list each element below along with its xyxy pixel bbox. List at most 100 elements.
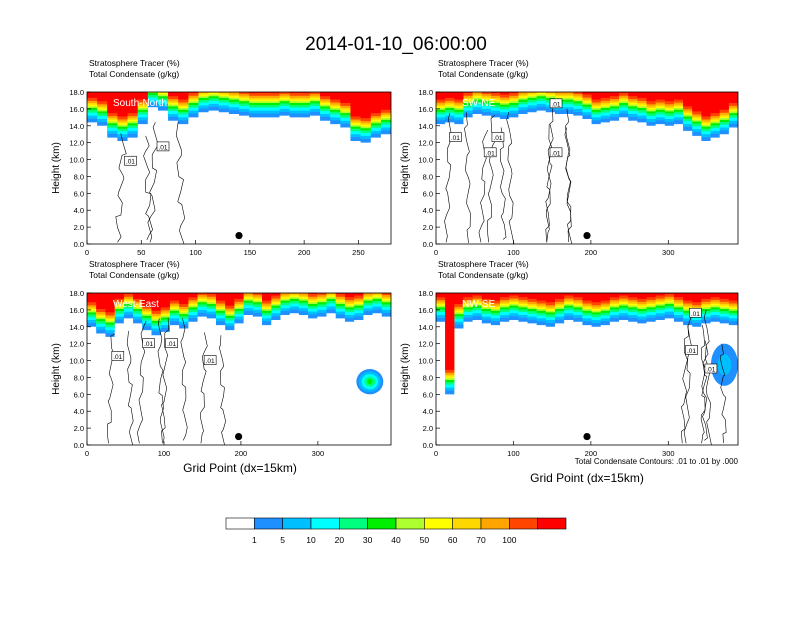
colorbar-bin: [254, 517, 283, 530]
colorbar-bin: [537, 517, 567, 530]
condensate-contour: [200, 332, 208, 444]
colorbar: 1 5 10 20 30 40 50 60 70 100: [225, 517, 567, 545]
x-tick-label: 200: [298, 248, 311, 257]
tracer-band: [87, 92, 391, 131]
y-tick-label: 4.0: [74, 407, 84, 416]
x-tick-label: 200: [235, 449, 248, 458]
colorbar-bin: [310, 517, 340, 530]
y-tick-label: 6.0: [74, 189, 84, 198]
condensate-contour: [564, 127, 573, 244]
condensate-contour: [137, 320, 147, 444]
y-tick-label: 16.0: [418, 306, 433, 315]
y-tick-label: 2.0: [74, 424, 84, 433]
variable-label: Total Condensate (g/kg): [438, 69, 528, 79]
colorbar-bin: [282, 517, 312, 530]
y-tick-label: 12.0: [418, 340, 433, 349]
contour-label-box: [111, 351, 125, 361]
panel-0: .01 .01 Stratosphere Tracer (%)Total Conde…: [51, 58, 392, 257]
colorbar-label: 30: [363, 535, 373, 545]
colorbar-label: 100: [502, 535, 516, 545]
condensate-contour: [700, 340, 709, 444]
condensate-contour: [680, 324, 689, 444]
condensate-contour: [719, 343, 727, 444]
condensate-contour: [175, 121, 186, 244]
x-tick-label: 100: [189, 248, 202, 257]
contour-label-box: [491, 132, 505, 142]
location-marker: [235, 231, 243, 240]
plot-area: .01 .01 .01: [436, 293, 738, 445]
condensate-contour: [143, 135, 153, 241]
condensate-contour: [506, 112, 515, 244]
colorbar-label: 20: [335, 535, 345, 545]
plot-frame: [86, 91, 392, 245]
location-marker: [235, 432, 243, 441]
condensate-contour: [161, 318, 169, 444]
y-tick-label: 16.0: [69, 105, 84, 114]
panel-name: NW-SE: [462, 299, 495, 310]
condensate-contour: [545, 124, 554, 243]
condensate-contour: [545, 108, 554, 243]
condensate-contour: [180, 318, 188, 441]
contour-label-box: [142, 338, 155, 348]
contour-label: .01: [691, 311, 700, 318]
location-marker: [583, 231, 591, 240]
contour-label: .01: [451, 135, 460, 142]
y-tick-label: 6.0: [74, 390, 84, 399]
panel-name: South-North: [113, 98, 167, 109]
variable-label: Stratosphere Tracer (%): [438, 58, 529, 68]
colorbar-bin: [424, 517, 453, 530]
y-tick-label: 8.0: [423, 172, 433, 181]
y-tick-label: 10.0: [418, 156, 433, 165]
y-tick-label: 2.0: [423, 424, 433, 433]
plot-frame: [435, 292, 739, 446]
colorbar-bin: [480, 517, 510, 530]
y-tick-label: 16.0: [69, 306, 84, 315]
x-tick-label: 0: [85, 248, 89, 257]
contour-label: .01: [552, 101, 561, 108]
tracer-band: [436, 293, 738, 373]
y-tick-label: 8.0: [423, 373, 433, 382]
y-tick-label: 0.0: [423, 441, 433, 450]
y-tick-label: 14.0: [69, 323, 84, 332]
condensate-contour: [126, 330, 134, 445]
condensate-contour: [464, 112, 471, 244]
condensate-contour: [478, 130, 489, 243]
x-axis-label-left: Grid Point (dx=15km): [183, 461, 297, 475]
contour-label-box: [704, 363, 718, 374]
plot-area: .01 .01 .01 .01 .01: [436, 92, 738, 244]
contour-label-box: [165, 338, 178, 348]
plot-area: .01 .01: [87, 92, 391, 244]
tracer-patch: [367, 379, 373, 385]
x-tick-label: 300: [662, 248, 675, 257]
y-axis-label: Height (km): [51, 142, 62, 194]
colorbar-bin: [367, 517, 397, 530]
x-tick-label: 0: [434, 248, 438, 257]
condensate-contour: [147, 122, 158, 243]
contour-label-box: [156, 141, 170, 152]
y-tick-label: 0.0: [74, 441, 84, 450]
y-tick-label: 18.0: [418, 289, 433, 298]
tracer-band: [87, 92, 391, 119]
x-tick-label: 150: [244, 248, 257, 257]
y-tick-label: 12.0: [69, 340, 84, 349]
x-tick-label: 100: [507, 449, 520, 458]
y-axis-label: Height (km): [400, 343, 411, 395]
tracer-patch: [717, 354, 732, 376]
colorbar-label: 70: [476, 535, 486, 545]
x-tick-label: 100: [507, 248, 520, 257]
contour-label-box: [549, 98, 563, 109]
x-tick-label: 0: [85, 449, 89, 458]
colorbar-label: 40: [391, 535, 401, 545]
y-tick-label: 12.0: [69, 139, 84, 148]
variable-label: Stratosphere Tracer (%): [89, 58, 180, 68]
y-tick-label: 14.0: [418, 122, 433, 131]
y-tick-label: 18.0: [418, 88, 433, 97]
contour-label: .01: [552, 150, 561, 157]
variable-label: Stratosphere Tracer (%): [438, 259, 529, 269]
y-tick-label: 4.0: [423, 206, 433, 215]
contour-label: .01: [167, 341, 176, 348]
contour-label: .01: [486, 150, 495, 157]
x-axis-label-right: Grid Point (dx=15km): [530, 471, 644, 485]
contour-label-box: [689, 307, 702, 318]
